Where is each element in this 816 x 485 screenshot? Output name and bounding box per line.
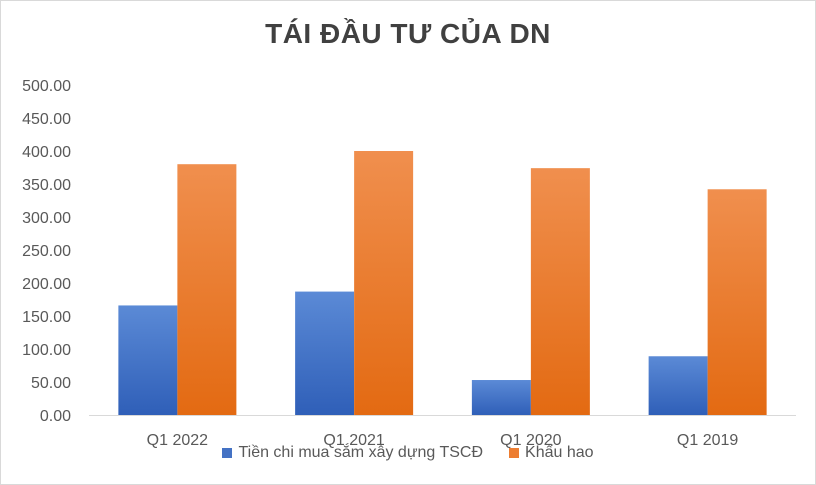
chart-title: TÁI ĐẦU TƯ CỦA DN xyxy=(265,18,551,49)
x-tick-label: Q1 2022 xyxy=(147,432,208,449)
y-tick-label: 400.00 xyxy=(22,144,71,161)
y-tick-label: 450.00 xyxy=(22,111,71,128)
bar-series-2-q1-2022 xyxy=(177,164,237,415)
chart-legend: Tiền chi mua sắm xây dựng TSCĐ Khấu hao xyxy=(0,444,816,462)
y-tick-label: 150.00 xyxy=(22,309,71,326)
legend-label-series-2: Khấu hao xyxy=(525,444,594,461)
bar-series-1-q1-2022 xyxy=(118,305,178,415)
legend-swatch-orange xyxy=(509,448,520,458)
y-tick-label: 250.00 xyxy=(22,243,71,260)
y-tick-label: 300.00 xyxy=(22,210,71,227)
bar-series-1-q1-2021 xyxy=(295,291,355,415)
bar-series-1-q1-2019 xyxy=(648,356,708,415)
x-tick-label: Q1 2021 xyxy=(323,432,384,449)
y-tick-label: 100.00 xyxy=(22,342,71,359)
legend-swatch-blue xyxy=(222,448,233,458)
x-tick-label: Q1 2019 xyxy=(677,432,738,449)
legend-label-series-1: Tiền chi mua sắm xây dựng TSCĐ xyxy=(238,444,484,461)
bar-series-2-q1-2020 xyxy=(530,168,590,415)
legend-item-series-1: Tiền chi mua sắm xây dựng TSCĐ xyxy=(222,444,483,462)
bar-series-1-q1-2020 xyxy=(471,380,531,415)
y-tick-label: 0.00 xyxy=(40,408,71,425)
y-tick-label: 200.00 xyxy=(22,276,71,293)
y-tick-label: 350.00 xyxy=(22,177,71,194)
bar-series-2-q1-2019 xyxy=(707,189,767,415)
bar-series-2-q1-2021 xyxy=(354,151,414,415)
legend-item-series-2: Khấu hao xyxy=(509,444,594,462)
y-tick-label: 50.00 xyxy=(31,375,71,392)
y-tick-label: 500.00 xyxy=(22,78,71,95)
x-tick-label: Q1 2020 xyxy=(500,432,561,449)
